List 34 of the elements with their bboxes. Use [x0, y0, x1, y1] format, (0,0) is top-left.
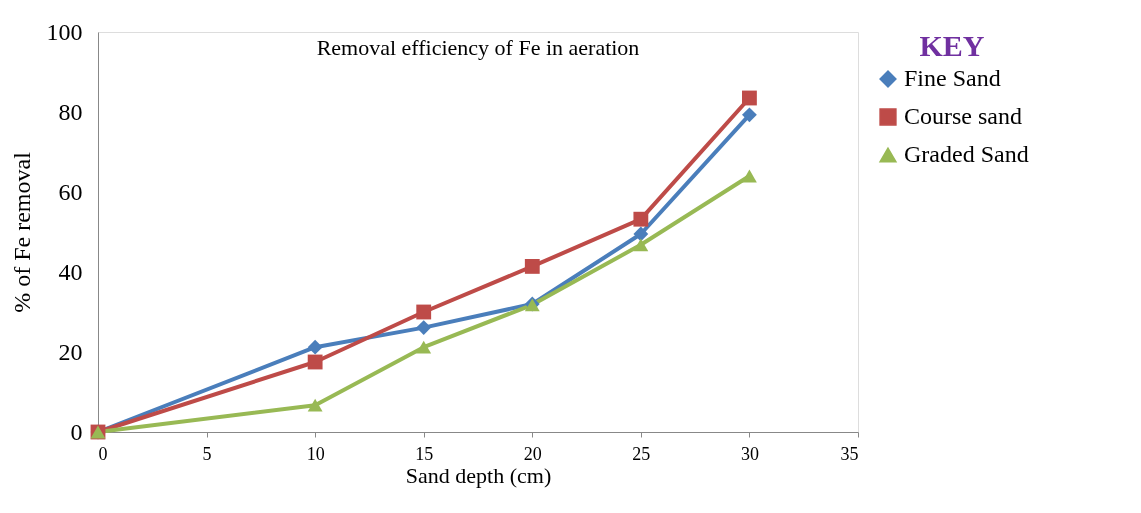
point [633, 226, 649, 242]
x-tick-label: 0 [98, 443, 108, 464]
x-tick-label: 25 [632, 443, 651, 464]
y-tick-label: 0 [70, 418, 83, 445]
point [633, 238, 649, 252]
point [742, 169, 757, 183]
x-tick-label: 15 [415, 443, 434, 464]
point [742, 107, 757, 123]
legend-label: Course sand [904, 103, 1022, 129]
x-tick-label: 5 [202, 443, 212, 464]
x-tick-label: 10 [306, 443, 325, 464]
x-axis-title: Sand depth (cm) [405, 462, 552, 488]
point [307, 339, 323, 355]
x-tick-label: 30 [740, 443, 759, 464]
point [524, 258, 540, 274]
y-tick-label: 60 [58, 178, 83, 205]
chart-title: Removal efficiency of Fe in aeration [316, 35, 640, 60]
y-tick-label: 80 [58, 98, 83, 125]
point [307, 354, 323, 370]
point [416, 340, 432, 354]
y-tick-label: 20 [58, 338, 83, 365]
x-tick-label: 20 [523, 443, 542, 464]
y-axis-title: % of Fe removal [8, 151, 35, 313]
legend-title: KEY [919, 29, 985, 62]
point [633, 211, 649, 227]
point [307, 398, 323, 412]
point [742, 90, 757, 106]
y-tick-label: 100 [46, 18, 83, 45]
x-tick-label: 35 [840, 443, 859, 464]
point [416, 320, 432, 336]
point [416, 304, 432, 320]
legend-label: Fine Sand [904, 65, 1001, 91]
legend-label: Graded Sand [904, 141, 1029, 167]
y-tick-label: 40 [58, 258, 83, 285]
